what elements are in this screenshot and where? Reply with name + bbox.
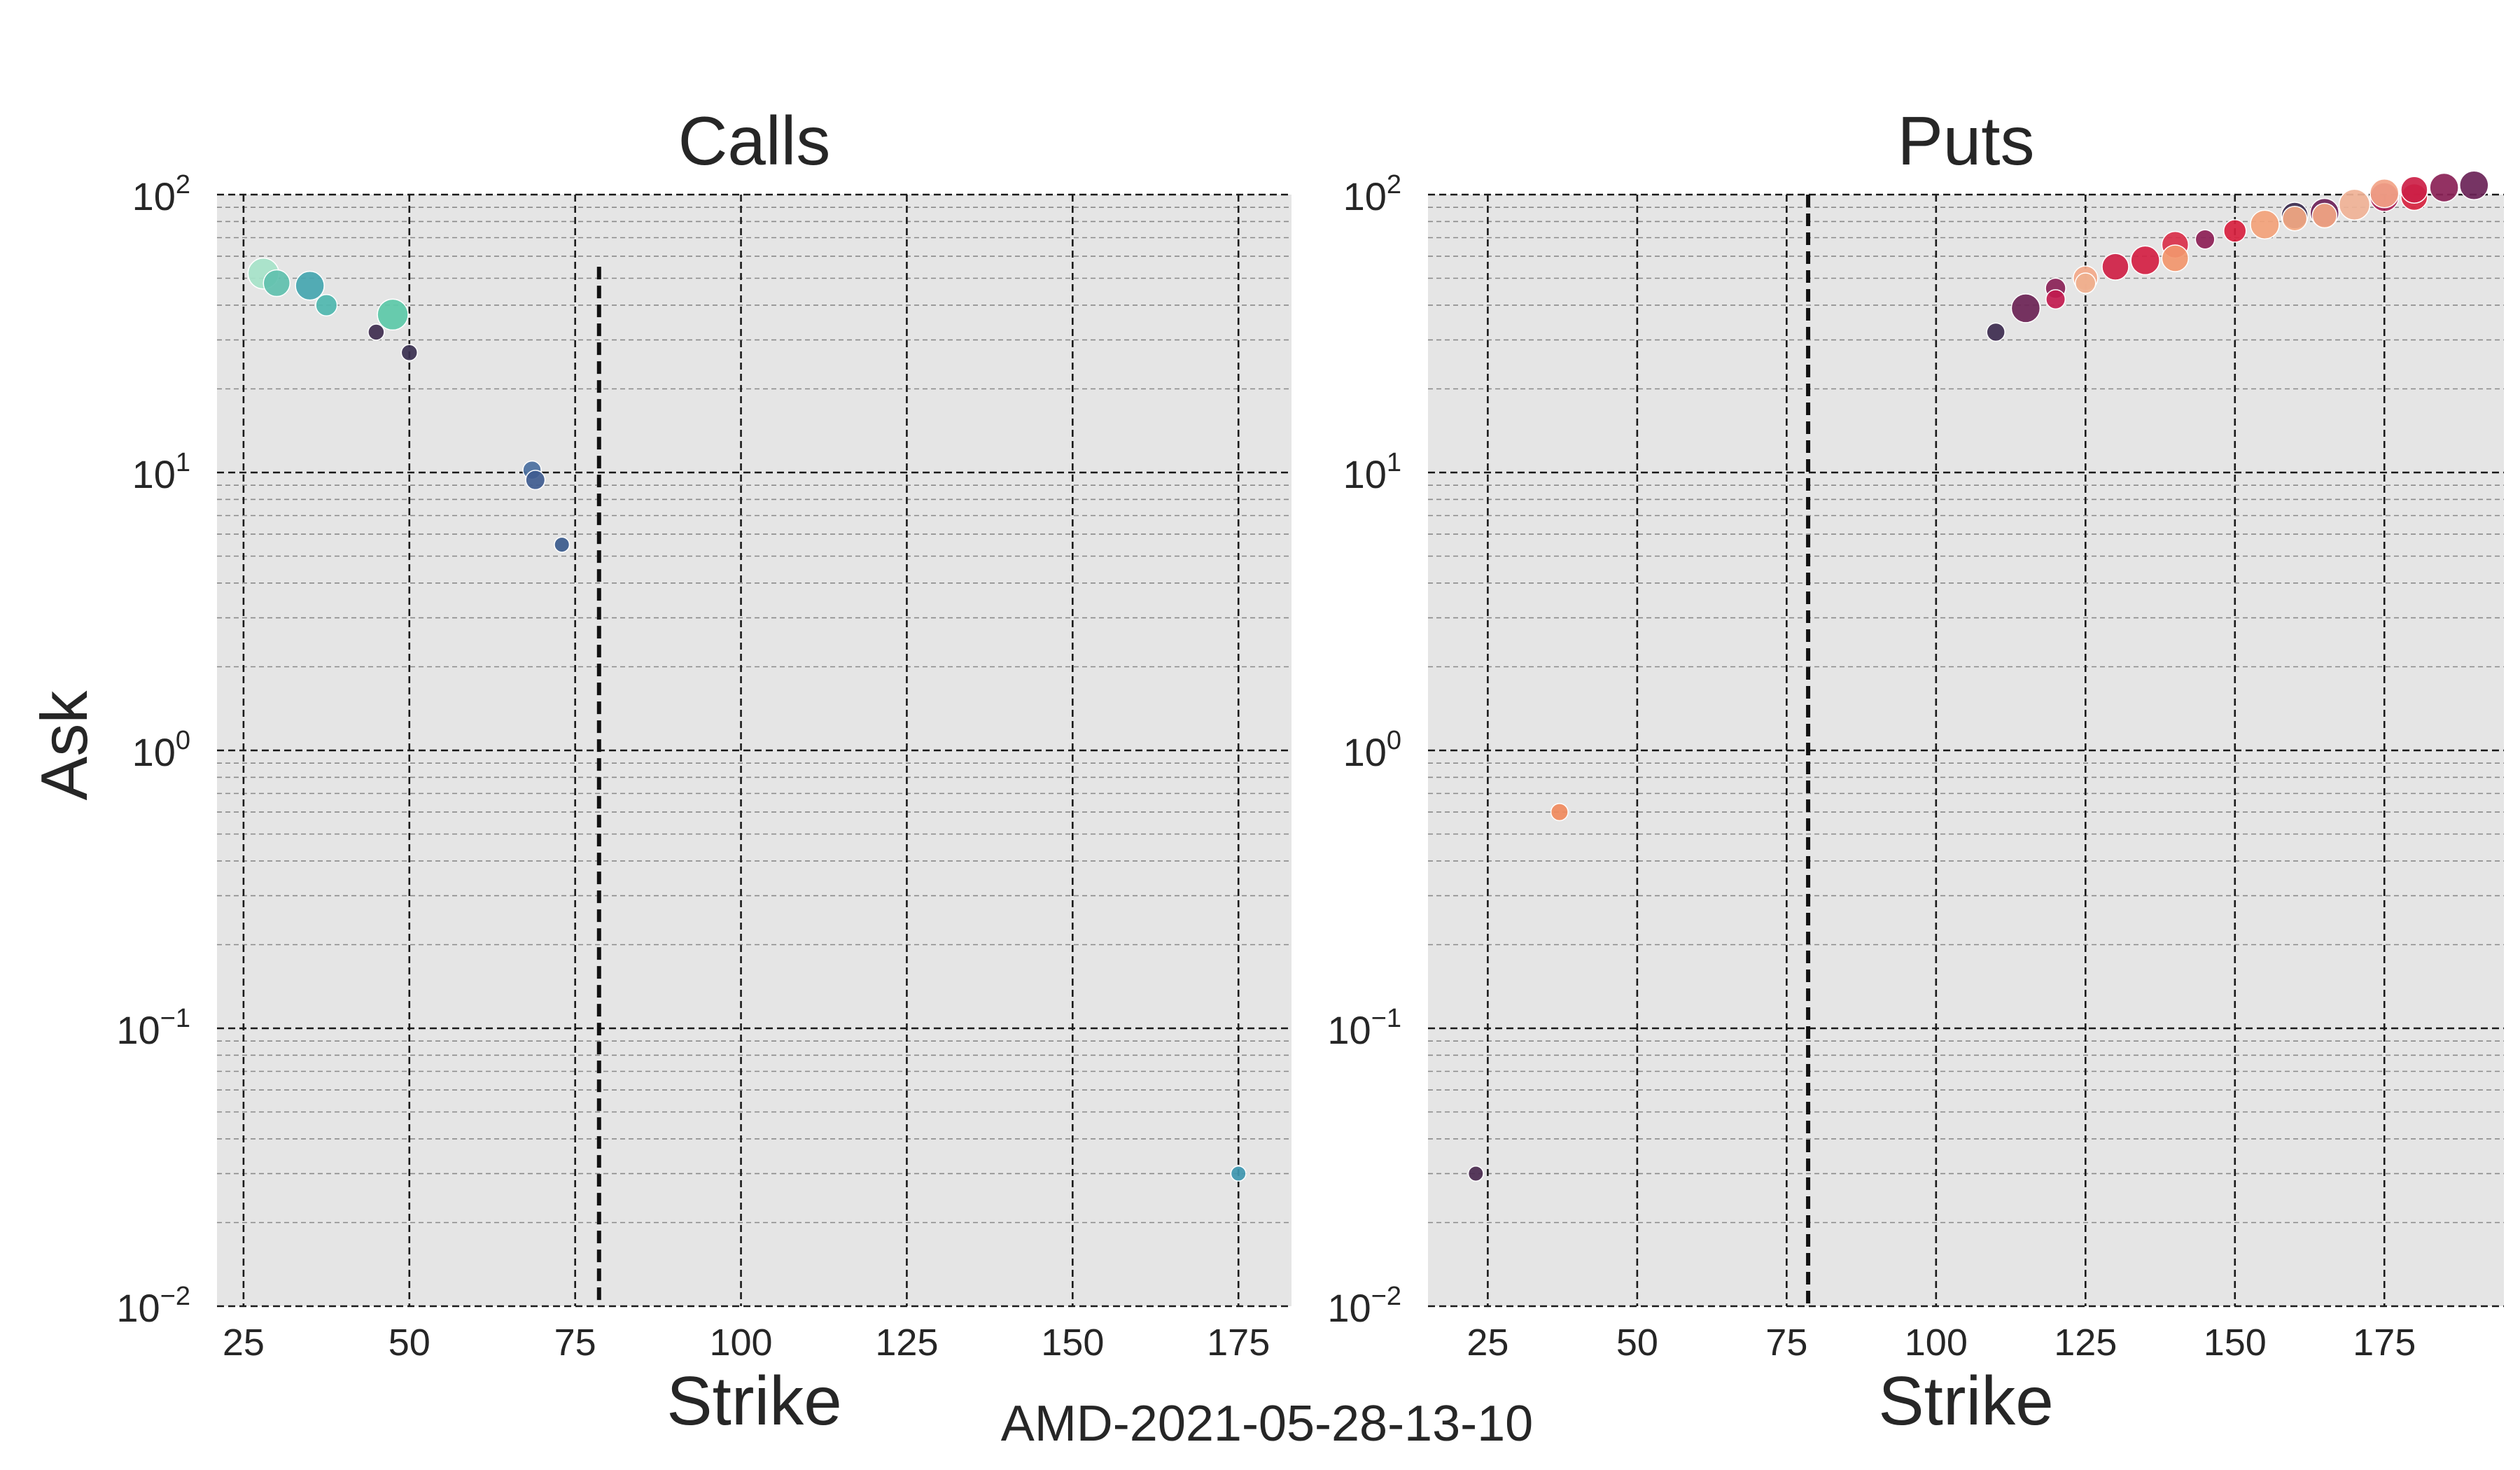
- data-point: [315, 293, 338, 316]
- data-point: [554, 536, 570, 553]
- x-tick-label: 125: [875, 1322, 938, 1364]
- data-point: [2194, 229, 2216, 250]
- data-point: [2400, 176, 2428, 204]
- data-point: [525, 470, 546, 491]
- x-tick-label: 125: [2054, 1322, 2117, 1364]
- data-point: [377, 298, 409, 331]
- x-axis-label: Strike: [1878, 1362, 2054, 1439]
- x-tick-label: 100: [1905, 1322, 1968, 1364]
- data-point: [368, 323, 385, 341]
- data-point: [1467, 1166, 1484, 1182]
- y-tick-label: 100: [1343, 726, 1401, 774]
- y-tick-label: 10−2: [1327, 1282, 1401, 1330]
- x-tick-label: 100: [709, 1322, 772, 1364]
- data-point: [2045, 289, 2066, 310]
- y-tick-label: 10−1: [1327, 1004, 1401, 1052]
- calls-panel: 102 101 100 10−1 10−2 25 50 75 100 125 150 175 Calls…: [116, 102, 1292, 1439]
- data-point: [2338, 188, 2371, 221]
- y-tick-label: 100: [132, 726, 190, 774]
- data-point: [2250, 209, 2280, 240]
- y-tick-label: 101: [132, 448, 190, 496]
- data-point: [2075, 272, 2096, 294]
- data-point: [400, 344, 419, 361]
- y-tick-label: 10−1: [116, 1004, 190, 1052]
- x-tick-label: 50: [1616, 1322, 1658, 1364]
- data-point: [1550, 803, 1569, 822]
- x-tick-label: 150: [1041, 1322, 1104, 1364]
- data-point: [2429, 172, 2459, 203]
- puts-panel: 102 101 100 10−1 10−2 25 50 75 100 125 150 175 Puts S…: [1327, 102, 2504, 1439]
- data-point: [2459, 170, 2489, 200]
- y-tick-label: 102: [1343, 170, 1401, 218]
- data-point: [2161, 244, 2190, 272]
- ask-axis-label: Ask: [27, 690, 101, 801]
- data-point: [1230, 1166, 1247, 1182]
- data-point: [2010, 293, 2041, 323]
- data-point: [2311, 202, 2338, 229]
- x-tick-label: 175: [1207, 1322, 1270, 1364]
- data-point: [2223, 219, 2247, 243]
- x-tick-label: 25: [223, 1322, 265, 1364]
- data-point: [1986, 322, 2005, 342]
- data-point: [2369, 178, 2400, 209]
- panel-title: Puts: [1897, 102, 2034, 179]
- panel-title: Calls: [678, 102, 831, 179]
- x-tick-label: 175: [2353, 1322, 2416, 1364]
- data-point: [2101, 253, 2129, 281]
- y-tick-label: 102: [132, 170, 190, 218]
- x-tick-label: 75: [554, 1322, 596, 1364]
- plot-background: [217, 195, 1292, 1306]
- y-tick-label: 10−2: [116, 1282, 190, 1330]
- data-point: [262, 269, 291, 298]
- figure-suptitle: AMD-2021-05-28-13-10: [1001, 1396, 1533, 1452]
- x-tick-label: 25: [1466, 1322, 1508, 1364]
- x-axis-label: Strike: [666, 1362, 842, 1439]
- x-tick-label: 75: [1765, 1322, 1807, 1364]
- x-tick-label: 150: [2204, 1322, 2267, 1364]
- y-tick-label: 101: [1343, 448, 1401, 496]
- x-tick-label: 50: [388, 1322, 430, 1364]
- data-point: [295, 270, 325, 301]
- data-point: [2130, 245, 2160, 276]
- data-point: [2281, 205, 2308, 232]
